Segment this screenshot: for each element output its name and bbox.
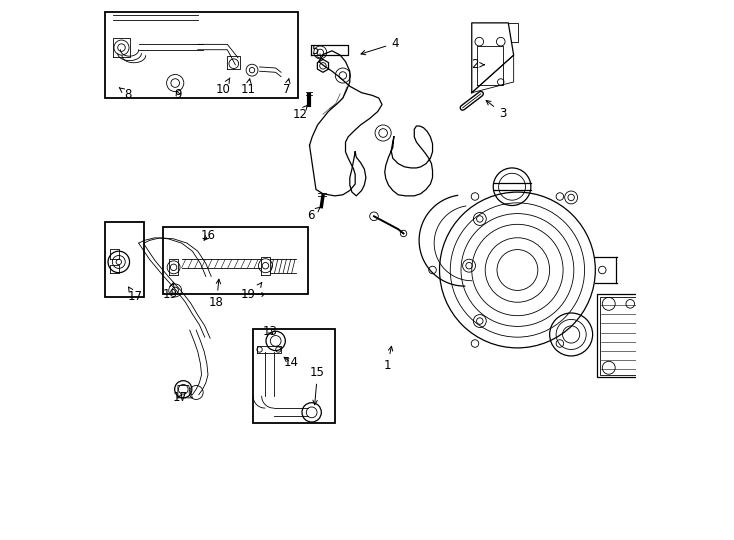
Text: 16: 16: [201, 228, 216, 241]
Text: 7: 7: [283, 79, 290, 96]
Bar: [105, 221, 144, 297]
Text: 18: 18: [209, 279, 224, 309]
Bar: [253, 329, 335, 423]
Text: 19: 19: [162, 282, 178, 301]
Text: 14: 14: [283, 356, 298, 369]
Text: 15: 15: [310, 366, 325, 405]
Bar: [600, 297, 637, 375]
Text: 4: 4: [361, 37, 399, 55]
Bar: [105, 12, 298, 98]
Text: 17: 17: [172, 392, 188, 404]
Bar: [597, 294, 640, 377]
Text: 17: 17: [128, 287, 142, 303]
Text: 11: 11: [240, 79, 255, 96]
Text: 8: 8: [119, 87, 131, 101]
Text: 9: 9: [174, 88, 181, 101]
Text: 2: 2: [470, 58, 484, 71]
Text: 3: 3: [486, 100, 506, 120]
Text: 19→: 19→: [241, 282, 266, 301]
Bar: [163, 227, 308, 294]
Text: 5: 5: [310, 44, 321, 59]
Text: 1: 1: [384, 346, 393, 372]
Text: 6: 6: [307, 207, 320, 222]
Text: 13: 13: [263, 325, 277, 338]
Text: 10: 10: [216, 78, 230, 96]
Text: 12: 12: [292, 105, 308, 121]
